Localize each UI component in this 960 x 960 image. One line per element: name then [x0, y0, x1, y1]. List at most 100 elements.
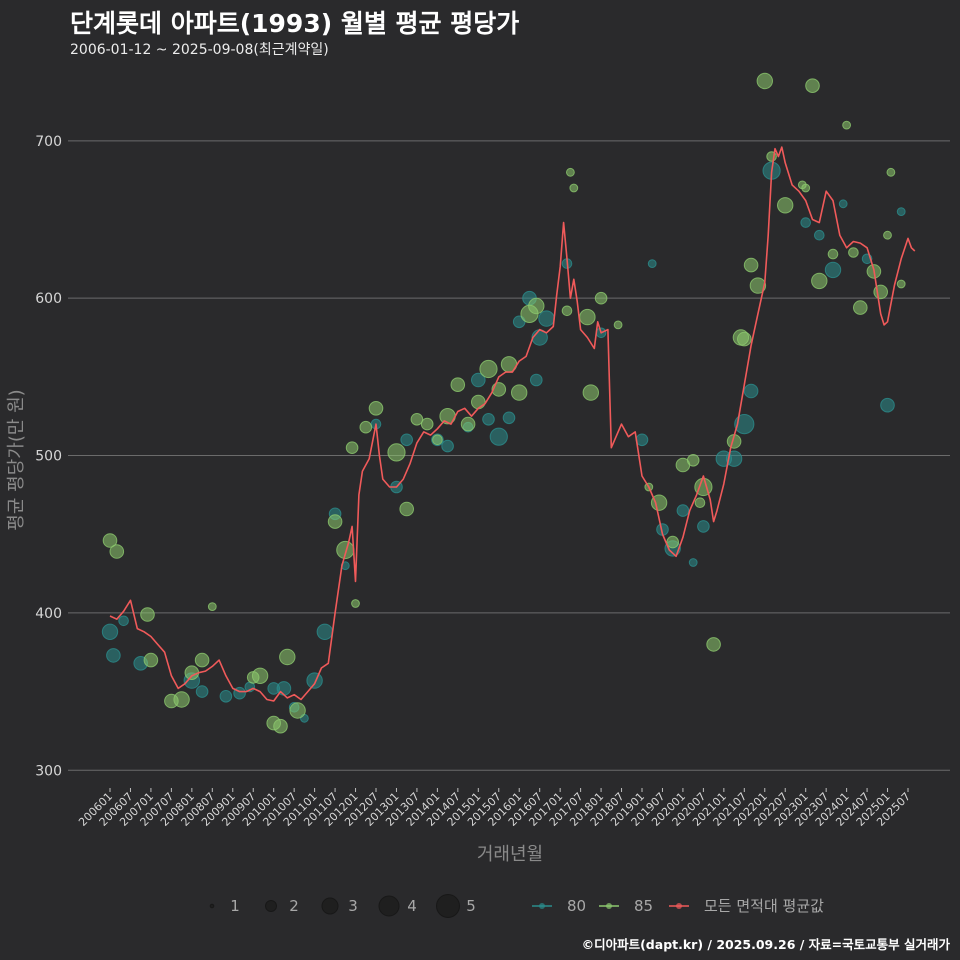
source-caption: ©디아파트(dapt.kr) / 2025.09.26 / 자료=국토교통부 실…: [581, 937, 950, 952]
legend-dot-2: [676, 903, 682, 909]
bubble-point-85: [327, 514, 343, 529]
bubble-point-85: [886, 167, 896, 177]
chart-subtitle: 2006-01-12 ~ 2025-09-08(최근계약일): [70, 42, 329, 58]
bubble-point-85: [706, 637, 721, 652]
legend: 1 2 3 4 5 80 85 모든 면적대 평균값: [209, 894, 824, 918]
bubble-point-85: [737, 331, 752, 347]
bubble-point-80: [118, 615, 129, 627]
x-axis-label: 거래년월: [477, 844, 543, 865]
bubble-point-80: [880, 397, 895, 413]
bubble-point-80: [530, 373, 543, 387]
bubble-point-80: [635, 433, 649, 447]
legend-size-label: 3: [348, 897, 358, 915]
y-tick-label: 700: [35, 134, 62, 150]
bubble-point-80: [838, 199, 848, 209]
average-line: [109, 146, 916, 702]
bubble-point-85: [666, 535, 680, 549]
bubble-point-85: [399, 501, 415, 517]
legend-size-symbol: [209, 903, 215, 909]
y-tick-label: 300: [35, 763, 62, 779]
bubble-point-85: [801, 183, 811, 193]
bubble-point-85: [613, 320, 623, 330]
chart-title: 단계롯데 아파트(1993) 월별 평균 평당가: [70, 9, 520, 38]
legend-size-symbol: [265, 900, 277, 912]
bubble-point-80: [471, 372, 486, 388]
bubble-point-80: [814, 229, 825, 241]
legend-size-symbol: [378, 895, 400, 917]
bubble-point-80: [647, 259, 657, 269]
bubble-point-85: [109, 544, 125, 559]
bubble-point-80: [896, 207, 906, 217]
bubble-point-85: [207, 602, 217, 611]
legend-size-label: 1: [230, 897, 240, 915]
legend-series-label: 80: [567, 897, 586, 915]
bubble-point-85: [561, 305, 573, 317]
bubble-point-85: [173, 691, 190, 708]
legend-size-label: 2: [289, 897, 299, 915]
bubble-point-85: [650, 494, 668, 511]
y-tick-label: 500: [35, 449, 62, 465]
bubble-point-80: [697, 520, 710, 533]
bubble-point-80: [195, 685, 209, 698]
bubble-point-85: [569, 183, 579, 193]
bubble-point-80: [400, 433, 414, 447]
bubble-point-80: [219, 690, 233, 703]
legend-series-label: 모든 면적대 평균값: [704, 897, 824, 915]
bubble-point-85: [686, 454, 700, 467]
legend-dot-0: [539, 903, 545, 909]
bubble-point-85: [279, 648, 296, 666]
bubble-point-85: [420, 417, 434, 431]
bubble-point-85: [460, 416, 476, 432]
bubble-point-85: [273, 718, 288, 734]
grid-lines: [68, 140, 950, 771]
bubble-point-85: [251, 667, 269, 684]
bubble-point-85: [883, 230, 892, 240]
bubble-point-85: [694, 497, 706, 509]
bubble-point-85: [528, 297, 545, 315]
bubble-point-85: [811, 272, 828, 290]
y-tick-label: 600: [35, 291, 62, 307]
bubble-point-85: [450, 377, 466, 393]
legend-size-symbol: [436, 894, 460, 918]
bubble-point-80: [101, 623, 119, 640]
legend-size-label: 5: [466, 897, 476, 915]
bubble-point-85: [853, 300, 868, 315]
bubble-point-80: [734, 414, 755, 435]
bubble-point-80: [688, 558, 698, 567]
bubble-point-85: [368, 401, 384, 416]
bubble-point-85: [594, 291, 608, 305]
bubble-point-85: [359, 420, 373, 434]
bubble-layer: [101, 72, 906, 734]
bubble-point-85: [582, 384, 599, 401]
bubble-point-85: [432, 434, 443, 446]
bubble-point-80: [800, 217, 812, 228]
bubble-point-80: [538, 310, 555, 327]
bubble-point-85: [566, 167, 575, 177]
bubble-point-85: [479, 359, 498, 379]
bubble-point-80: [502, 411, 516, 425]
bubble-point-80: [743, 383, 759, 399]
bubble-point-85: [184, 665, 200, 681]
bubble-point-85: [743, 257, 759, 273]
bubble-point-85: [896, 279, 906, 289]
y-tick-label: 400: [35, 606, 62, 622]
bubble-point-85: [842, 120, 851, 130]
average-line-layer: [109, 146, 916, 702]
x-axis-ticks: 2006012006072007012007072008012008072009…: [76, 788, 913, 829]
bubble-point-85: [848, 247, 859, 258]
bubble-point-85: [511, 384, 528, 401]
legend-dot-1: [606, 903, 612, 909]
bubble-point-85: [345, 441, 359, 455]
bubble-point-80: [106, 648, 121, 663]
legend-size-label: 4: [407, 897, 417, 915]
y-axis-ticks: 300 400 500 600 700: [35, 134, 62, 779]
bubble-point-80: [482, 413, 495, 426]
bubble-point-85: [749, 277, 767, 294]
bubble-point-85: [387, 443, 406, 462]
bubble-point-85: [410, 413, 424, 426]
bubble-point-80: [489, 427, 508, 446]
bubble-point-85: [827, 248, 839, 260]
bubble-point-85: [805, 78, 820, 93]
bubble-point-80: [316, 623, 333, 640]
